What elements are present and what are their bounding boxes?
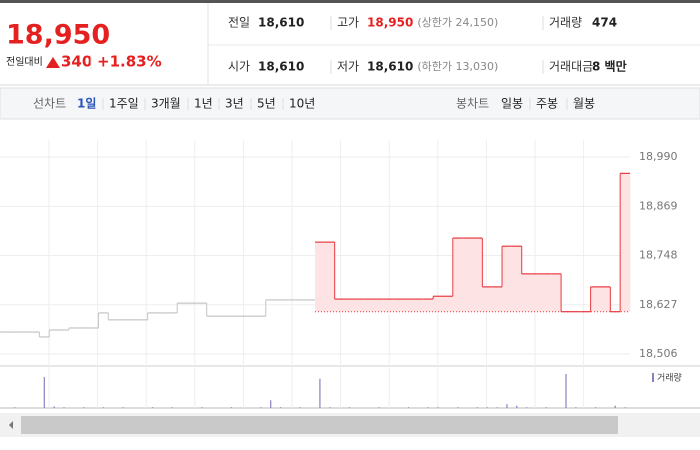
y-tick-label: 18,506 [639, 347, 678, 360]
area [502, 246, 513, 312]
area [472, 238, 483, 312]
area [403, 299, 414, 312]
tab-group-label: 봉차트 [456, 97, 489, 111]
area [452, 238, 463, 312]
stat-label: 거래대금 [549, 60, 593, 74]
price: 18,950 [6, 20, 110, 51]
tab[interactable]: 5년 [257, 97, 276, 111]
area [590, 286, 601, 312]
stat-value: 18,610 [367, 60, 413, 74]
tab-bar [0, 87, 700, 120]
area [492, 286, 503, 312]
tab[interactable]: 1주일 [109, 97, 139, 111]
tab[interactable]: 1일 [77, 97, 96, 111]
area [324, 242, 335, 312]
stat-value: 18,610 [258, 16, 304, 30]
change: 340 [61, 53, 92, 71]
stat-value: 474 [592, 16, 617, 30]
y-tick-label: 18,990 [639, 150, 678, 163]
area [541, 273, 552, 312]
tab[interactable]: 3년 [225, 97, 244, 111]
up-arrow [46, 57, 60, 68]
top-border [0, 0, 700, 3]
tab[interactable]: 3개월 [151, 97, 181, 111]
area [393, 299, 404, 312]
y-tick-label: 18,748 [639, 249, 678, 262]
stat-label: 거래량 [549, 16, 582, 30]
stat-value: 8 백만 [592, 59, 627, 74]
area [334, 299, 345, 312]
stat-note: (상한가 24,150) [417, 16, 498, 29]
legend-label: 거래량 [657, 372, 682, 384]
scroll-thumb[interactable] [21, 416, 618, 434]
area [600, 286, 611, 312]
legend-swatch [652, 373, 654, 382]
area [374, 299, 385, 312]
area [364, 299, 375, 312]
area [442, 296, 454, 312]
area [551, 273, 562, 312]
scroll-left[interactable] [9, 421, 13, 429]
area [413, 299, 424, 312]
change-label: 전일대비 [6, 56, 43, 68]
tab[interactable]: 1년 [194, 97, 213, 111]
stat-note: (하한가 13,030) [417, 59, 498, 73]
area [433, 296, 444, 312]
area [354, 299, 365, 312]
tab[interactable]: 10년 [289, 97, 315, 111]
stat-label: 고가 [337, 16, 359, 30]
stat-value: 18,950 [367, 16, 413, 30]
stat-value: 18,610 [258, 60, 304, 74]
area [315, 242, 326, 312]
area [521, 273, 532, 312]
y-tick-label: 18,869 [639, 199, 678, 212]
area [531, 273, 542, 312]
stat-label: 전일 [228, 16, 250, 30]
tab-group-label: 선차트 [33, 97, 66, 111]
area [423, 299, 434, 312]
tab[interactable]: 주봉 [536, 97, 558, 111]
change-pct: +1.83% [97, 53, 162, 71]
tab[interactable]: 일봉 [501, 97, 523, 111]
stat-label: 시가 [228, 60, 250, 74]
area [462, 238, 473, 312]
tab[interactable]: 월봉 [573, 97, 595, 111]
stat-label: 저가 [337, 60, 359, 74]
area [620, 173, 631, 312]
area [482, 286, 493, 312]
area [344, 299, 355, 312]
y-tick-label: 18,627 [639, 298, 678, 311]
area [511, 246, 523, 312]
area [383, 299, 395, 312]
